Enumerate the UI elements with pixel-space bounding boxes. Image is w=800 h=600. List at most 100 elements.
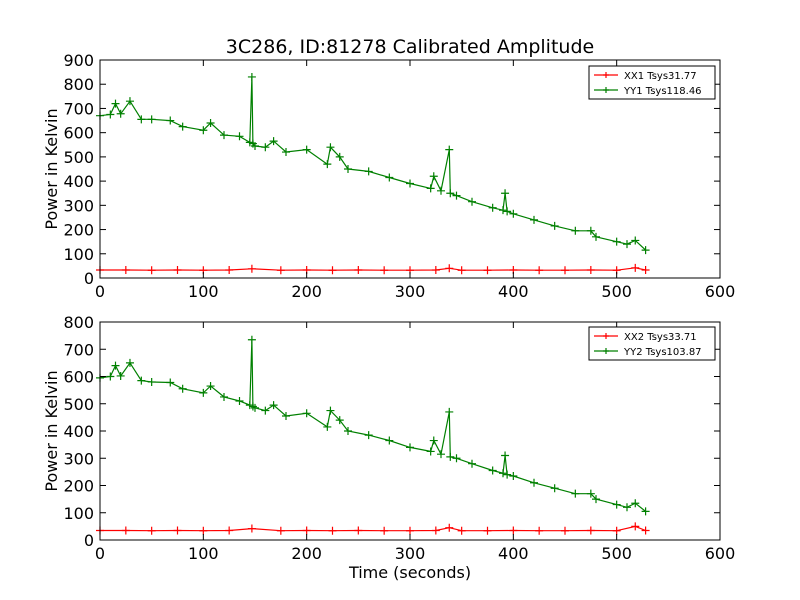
top-subplot: 0 100 200 300 400 500 600010020030040050060070… (42, 51, 735, 301)
data-point (406, 443, 414, 452)
data-point (199, 526, 208, 535)
data-point (571, 489, 580, 498)
data-point (592, 232, 600, 241)
legend-marker (603, 348, 609, 354)
data-point (445, 407, 454, 416)
data-point (530, 215, 538, 224)
data-point (344, 165, 352, 173)
data-point (592, 495, 600, 504)
data-point (631, 499, 640, 508)
data-point (328, 526, 337, 535)
x-tick-label: 500 (601, 282, 632, 301)
data-point (550, 221, 559, 230)
legend-label: YY2 Tsys103.87 (623, 347, 702, 358)
data-point (178, 122, 187, 131)
data-point (586, 489, 595, 498)
data-point (199, 388, 208, 397)
data-point (385, 173, 394, 182)
data-point (641, 526, 650, 535)
data-point (431, 526, 440, 535)
data-point (530, 478, 538, 487)
data-point (276, 266, 285, 275)
y-tick-label: 700 (63, 99, 94, 118)
data-point (429, 172, 438, 181)
y-tick-label: 400 (63, 422, 94, 441)
data-point (437, 450, 445, 459)
y-tick-label: 700 (63, 340, 94, 359)
data-point (261, 406, 270, 415)
y-tick-label: 300 (63, 196, 94, 215)
data-point (166, 378, 175, 387)
legend-entry-2: YY2 Tsys103.87 (594, 347, 702, 358)
data-point (235, 397, 244, 406)
data-point (586, 526, 595, 535)
data-point (623, 503, 631, 512)
data-point (446, 452, 455, 461)
y-tick-label: 900 (63, 51, 94, 70)
data-point (111, 361, 120, 370)
y-tick-label: 0 (84, 269, 94, 288)
data-point (247, 264, 256, 273)
data-point (380, 526, 389, 535)
data-point (561, 266, 569, 275)
data-point (641, 246, 650, 255)
data-point (276, 526, 285, 535)
data-point (431, 266, 440, 275)
data-point (406, 179, 414, 188)
legend-marker (603, 72, 609, 78)
data-point (550, 484, 559, 493)
data-point (121, 266, 130, 275)
data-point (452, 454, 461, 463)
legend-marker (603, 333, 609, 339)
data-point (452, 191, 461, 200)
data-point (499, 469, 507, 478)
data-point (173, 266, 182, 275)
data-point (125, 97, 134, 106)
data-point (261, 143, 270, 152)
data-point (137, 115, 146, 124)
data-point (535, 526, 544, 535)
y-tick-label: 600 (63, 368, 94, 387)
data-point (251, 403, 259, 412)
data-point (147, 266, 156, 275)
data-point (106, 110, 115, 119)
data-point (335, 152, 344, 161)
data-point (173, 526, 182, 535)
data-point (106, 372, 115, 381)
data-point (269, 401, 278, 410)
data-point (251, 141, 259, 150)
data-point (137, 376, 146, 385)
data-point (488, 466, 497, 475)
legend-label: XX1 Tsys31.77 (624, 71, 697, 82)
data-point (302, 145, 311, 154)
data-point (501, 451, 510, 460)
data-point (631, 263, 640, 272)
x-tick-label: 0 (95, 544, 105, 563)
y-tick-label: 600 (63, 124, 94, 143)
data-point (612, 526, 621, 535)
data-point (503, 207, 512, 216)
data-point (335, 416, 344, 425)
y-tick-label: 800 (63, 75, 94, 94)
y-tick-label: 800 (63, 313, 94, 332)
series-line (100, 267, 646, 271)
data-point (328, 266, 337, 275)
series-2 (96, 335, 650, 516)
data-point (111, 99, 120, 108)
data-point (586, 266, 595, 275)
data-point (483, 266, 492, 275)
data-point (247, 335, 256, 344)
y-tick-label: 500 (63, 148, 94, 167)
data-point (302, 409, 311, 418)
data-point (326, 143, 335, 152)
x-tick-label: 0 (95, 282, 105, 301)
data-point (483, 526, 492, 535)
data-point (225, 266, 234, 275)
data-point (468, 197, 476, 206)
legend-label: YY1 Tsys118.46 (623, 86, 702, 97)
data-point (125, 358, 134, 367)
data-point (503, 470, 512, 479)
data-point (445, 264, 454, 273)
data-point (302, 526, 311, 535)
